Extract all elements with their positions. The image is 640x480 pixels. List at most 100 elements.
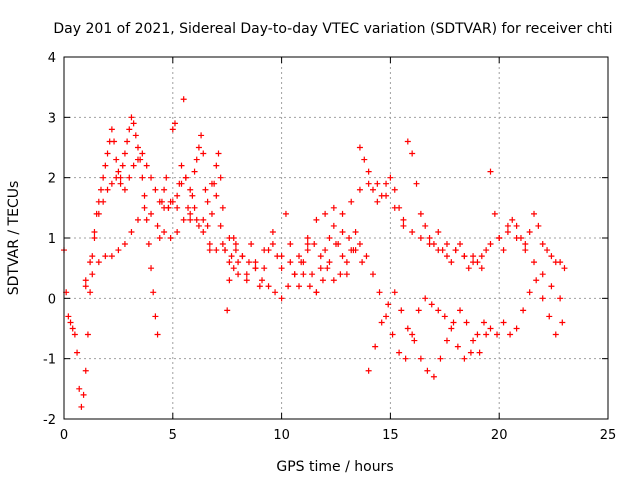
data-point [474, 331, 481, 338]
data-point [128, 114, 135, 121]
data-points [61, 96, 568, 410]
data-point [104, 186, 111, 193]
data-point [491, 210, 498, 217]
data-point [95, 259, 102, 266]
data-point [215, 150, 222, 157]
data-point [546, 313, 553, 320]
data-point [402, 355, 409, 362]
data-point [539, 241, 546, 248]
data-point [100, 198, 107, 205]
data-point [513, 325, 520, 332]
data-point [378, 319, 385, 326]
data-point [387, 174, 394, 181]
data-point [154, 222, 161, 229]
data-point [539, 271, 546, 278]
data-point [385, 301, 392, 308]
data-point [304, 235, 311, 241]
data-point [119, 162, 126, 169]
data-point [174, 228, 181, 235]
data-point [526, 289, 533, 296]
data-point [483, 247, 490, 254]
data-point [470, 337, 477, 344]
data-point [300, 271, 307, 278]
data-point [389, 331, 396, 338]
data-point [369, 271, 376, 278]
data-point [97, 186, 104, 193]
data-point [304, 241, 311, 248]
data-point [126, 174, 133, 181]
data-point [208, 180, 215, 187]
data-point [391, 186, 398, 193]
data-point [169, 198, 176, 205]
data-point [404, 138, 411, 145]
data-point [178, 162, 185, 169]
data-point [195, 144, 202, 151]
data-point [285, 283, 292, 290]
data-point [269, 228, 276, 235]
data-point [139, 150, 146, 157]
grid [64, 57, 608, 419]
series-2 [82, 204, 566, 362]
data-point [352, 228, 359, 235]
data-point [124, 138, 131, 145]
data-point [478, 253, 485, 260]
data-point [363, 253, 370, 260]
data-point [522, 241, 529, 248]
data-point [322, 247, 329, 254]
data-point [457, 307, 464, 314]
data-point [187, 210, 194, 217]
data-point [317, 265, 324, 272]
data-point [154, 331, 161, 338]
data-point [239, 253, 246, 260]
data-point [500, 319, 507, 326]
data-point [513, 235, 520, 241]
data-point [330, 222, 337, 229]
data-point [102, 162, 109, 169]
data-point [413, 180, 420, 187]
data-point [95, 210, 102, 217]
data-point [178, 180, 185, 187]
data-point [143, 162, 150, 169]
data-point [161, 228, 168, 235]
data-point [76, 385, 83, 392]
data-point [84, 331, 91, 338]
data-point [245, 259, 252, 266]
data-point [69, 325, 76, 332]
data-point [343, 259, 350, 266]
data-point [167, 235, 174, 241]
data-point [224, 307, 231, 314]
data-point [557, 295, 564, 302]
data-point [272, 289, 279, 296]
data-point [478, 265, 485, 272]
data-point [476, 349, 483, 356]
data-point [261, 265, 268, 272]
data-point [443, 337, 450, 344]
data-point [448, 259, 455, 266]
data-point [526, 228, 533, 235]
data-point [426, 235, 433, 241]
data-point [411, 337, 418, 344]
data-point [243, 277, 250, 284]
data-point [507, 331, 514, 338]
data-point [374, 198, 381, 205]
data-point [219, 241, 226, 248]
data-point [391, 204, 398, 211]
data-point [204, 222, 211, 229]
data-point [522, 247, 529, 254]
data-point [108, 253, 115, 260]
data-point [91, 235, 98, 241]
data-point [256, 283, 263, 290]
data-point [148, 265, 155, 272]
data-point [228, 253, 235, 260]
data-point [324, 265, 331, 272]
data-point [148, 174, 155, 181]
x-tick-label: 0 [60, 428, 68, 443]
data-point [383, 313, 390, 320]
data-point [128, 228, 135, 235]
data-point [396, 349, 403, 356]
x-axis-label: GPS time / hours [276, 459, 393, 475]
data-point [348, 198, 355, 205]
x-tick-label: 25 [600, 428, 617, 443]
data-point [89, 253, 96, 260]
data-point [465, 265, 472, 272]
